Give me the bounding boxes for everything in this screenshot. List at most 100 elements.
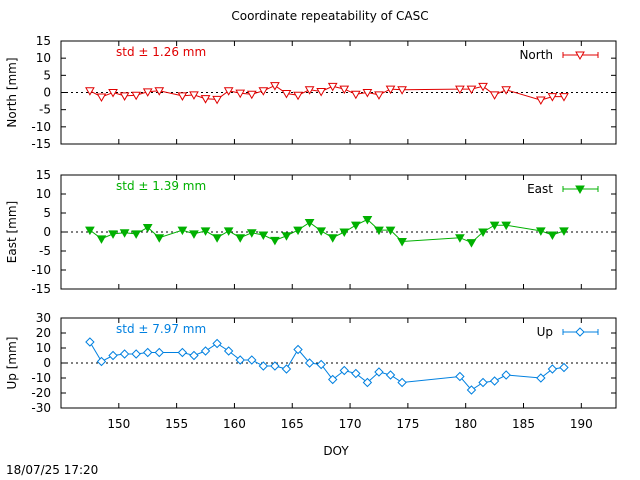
data-point xyxy=(374,91,384,100)
data-point xyxy=(96,93,107,102)
data-point xyxy=(281,232,292,241)
data-point xyxy=(327,82,338,92)
data-point xyxy=(212,95,222,105)
data-point xyxy=(466,85,477,95)
y-tick-label: -5 xyxy=(39,244,51,258)
data-point xyxy=(119,92,130,101)
data-point xyxy=(455,371,465,382)
data-point xyxy=(200,227,211,236)
y-tick-label: -30 xyxy=(31,401,51,415)
data-point xyxy=(339,365,349,376)
panel-north: 15 10 5 0 -5 -10 -15 North [mm] std ± 1.26 mm Nor… xyxy=(5,34,617,151)
chart-panels: 15 10 5 0 -5 -10 -15 North [mm] std ± 1.26 mm Nor… xyxy=(5,34,617,431)
data-point xyxy=(131,349,141,359)
data-point xyxy=(119,229,130,238)
y-tick-label: -15 xyxy=(31,137,51,151)
data-point xyxy=(142,88,153,97)
y-axis-label: East [mm] xyxy=(5,201,19,263)
data-point xyxy=(143,347,153,358)
data-point xyxy=(501,221,512,231)
data-point xyxy=(223,346,234,356)
data-point xyxy=(270,361,280,371)
y-tick-label: 0 xyxy=(43,225,51,239)
data-point xyxy=(316,359,326,370)
data-point xyxy=(547,231,558,241)
legend: North xyxy=(519,48,599,62)
data-point xyxy=(235,89,246,99)
data-point xyxy=(154,234,165,243)
data-point xyxy=(177,226,188,236)
data-point xyxy=(397,86,407,95)
data-point xyxy=(142,223,153,233)
y-tick-label: 15 xyxy=(36,34,51,48)
data-point xyxy=(547,93,558,102)
data-point xyxy=(489,221,500,231)
y-tick-label: 15 xyxy=(36,168,51,182)
data-point xyxy=(350,90,361,100)
data-point xyxy=(304,358,315,368)
data-point xyxy=(478,377,488,388)
y-axis-label: North [mm] xyxy=(5,57,19,127)
data-point xyxy=(85,87,95,96)
data-point xyxy=(293,91,303,101)
legend: Up xyxy=(537,325,599,339)
data-point xyxy=(397,377,407,388)
data-point xyxy=(108,89,118,98)
x-tick-label: 160 xyxy=(223,417,246,431)
y-tick-label: 20 xyxy=(36,326,51,340)
data-point xyxy=(559,362,569,373)
data-point xyxy=(258,361,269,371)
data-point xyxy=(177,92,188,101)
y-tick-label: 0 xyxy=(43,356,51,370)
data-point xyxy=(466,385,477,395)
y-tick-label: 5 xyxy=(43,206,51,220)
data-point xyxy=(96,356,107,367)
data-point xyxy=(339,85,350,95)
data-point xyxy=(85,337,95,347)
data-point xyxy=(397,238,407,247)
data-point xyxy=(478,82,488,92)
data-point xyxy=(501,86,512,95)
x-tick-label: 185 xyxy=(512,417,535,431)
data-point xyxy=(247,355,257,365)
x-tick-label: 175 xyxy=(396,417,419,431)
y-tick-label: 0 xyxy=(43,86,51,100)
data-point xyxy=(327,234,338,243)
y-tick-label: -10 xyxy=(31,120,51,134)
data-point xyxy=(270,236,280,246)
data-point xyxy=(281,90,292,99)
y-tick-label: -15 xyxy=(31,282,51,296)
data-point xyxy=(385,226,396,236)
y-tick-label: 10 xyxy=(36,187,51,201)
data-point xyxy=(455,234,465,243)
data-point xyxy=(489,91,500,100)
legend: East xyxy=(527,182,599,196)
legend-marker xyxy=(575,51,585,61)
data-point xyxy=(374,367,384,377)
data-point xyxy=(350,221,361,231)
std-annotation: std ± 1.39 mm xyxy=(116,179,206,193)
data-point xyxy=(108,350,118,361)
data-point xyxy=(466,239,477,248)
legend-marker xyxy=(575,185,585,195)
legend-marker xyxy=(575,327,585,337)
data-point xyxy=(154,347,164,358)
y-tick-label: -10 xyxy=(31,371,51,385)
data-point xyxy=(339,228,350,238)
data-point xyxy=(316,87,327,97)
data-point xyxy=(235,234,246,243)
std-annotation: std ± 7.97 mm xyxy=(116,322,206,336)
data-point xyxy=(385,370,396,380)
data-point xyxy=(154,87,165,96)
x-tick-label: 165 xyxy=(281,417,304,431)
data-point xyxy=(246,229,257,238)
legend-label: Up xyxy=(537,325,553,339)
data-point xyxy=(455,85,465,95)
data-point xyxy=(212,338,222,349)
data-point xyxy=(385,85,396,95)
x-axis-label: DOY xyxy=(323,444,349,458)
data-point xyxy=(200,95,211,104)
data-point xyxy=(200,346,211,356)
